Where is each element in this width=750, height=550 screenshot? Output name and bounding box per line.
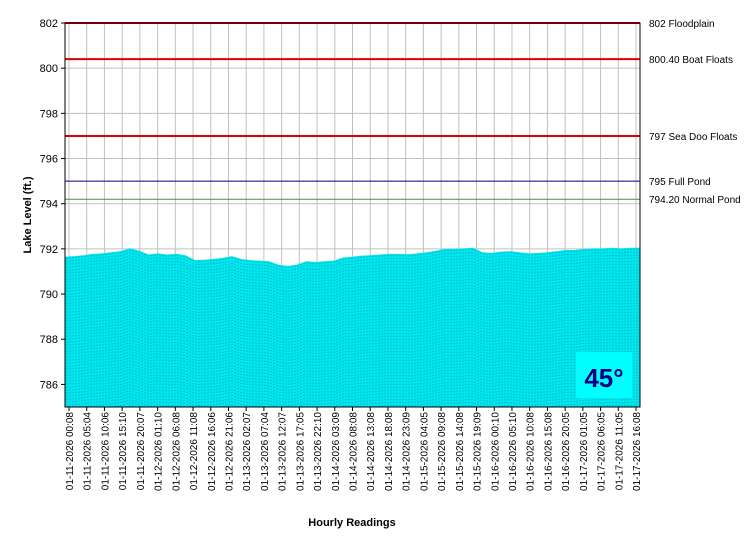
temperature-badge: 45° [576,352,632,398]
x-tick-label: 01-13-2026 02:07 [242,412,253,491]
y-axis-ticks: 786 788 790 792 794 796 798 800 802 [40,18,65,391]
x-tick-label: 01-16-2026 10:08 [526,412,537,491]
x-axis-label: Hourly Readings [308,517,395,529]
x-tick-label: 01-11-2026 20:07 [136,412,147,491]
reference-line-label: 797 Sea Doo Floats [649,132,737,143]
y-tick-label: 786 [40,379,58,391]
y-tick-label: 790 [40,289,58,301]
x-tick-label: 01-17-2026 11:05 [614,412,625,491]
x-tick-label: 01-13-2026 12:07 [278,412,289,491]
x-tick-label: 01-14-2026 03:09 [331,412,342,491]
reference-line-label: 800.40 Boat Floats [649,55,733,66]
x-tick-label: 01-17-2026 01:05 [579,412,590,491]
x-tick-label: 01-13-2026 07:04 [260,412,271,491]
x-tick-label: 01-12-2026 01:10 [154,412,165,491]
x-tick-label: 01-14-2026 08:08 [349,412,360,491]
y-tick-label: 788 [40,334,58,346]
y-tick-label: 798 [40,108,58,120]
x-tick-label: 01-17-2026 16:08 [632,412,643,491]
y-tick-label: 802 [40,18,58,30]
series-area-fill [65,247,640,407]
x-tick-label: 01-13-2026 17:05 [295,412,306,491]
x-tick-label: 01-12-2026 16:06 [207,412,218,491]
x-tick-label: 01-15-2026 04:05 [419,412,430,491]
y-tick-label: 800 [40,63,58,75]
x-axis-ticks: 01-11-2026 00:08 01-11-2026 05:04 01-11-20… [65,407,643,491]
x-tick-label: 01-13-2026 22:10 [313,412,324,491]
x-tick-label: 01-11-2026 05:04 [83,412,94,491]
x-tick-label: 01-16-2026 15:08 [543,412,554,491]
reference-line-label: 795 Full Pond [649,177,711,188]
x-tick-label: 01-15-2026 09:08 [437,412,448,491]
y-tick-label: 794 [40,199,58,211]
x-tick-label: 01-12-2026 21:06 [224,412,235,491]
x-tick-label: 01-16-2026 20:05 [561,412,572,491]
reference-line-label: 794.20 Normal Pond [649,195,741,206]
x-tick-label: 01-17-2026 06:05 [597,412,608,491]
y-axis-label: Lake Level (ft.) [22,176,34,253]
temperature-badge-text: 45° [584,363,623,393]
x-tick-label: 01-12-2026 11:08 [189,412,200,491]
x-tick-label: 01-11-2026 00:08 [65,412,76,491]
y-tick-label: 796 [40,154,58,166]
x-tick-label: 01-14-2026 23:09 [402,412,413,491]
x-tick-label: 01-12-2026 06:08 [171,412,182,491]
temperature-badge-background [576,352,632,398]
x-tick-label: 01-15-2026 19:09 [473,412,484,491]
x-tick-label: 01-16-2026 05:10 [508,412,519,491]
y-tick-label: 792 [40,244,58,256]
x-tick-label: 01-16-2026 00:10 [490,412,501,491]
x-tick-label: 01-11-2026 15:10 [118,412,129,491]
series-area [65,247,640,407]
reference-line-labels: 802 Floodplain 800.40 Boat Floats 797 Sea … [649,19,741,206]
reference-line-label: 802 Floodplain [649,19,715,30]
x-tick-label: 01-14-2026 18:08 [384,412,395,491]
x-tick-label: 01-15-2026 14:08 [455,412,466,491]
x-tick-label: 01-11-2026 10:06 [100,412,111,491]
x-tick-label: 01-14-2026 13:08 [366,412,377,491]
